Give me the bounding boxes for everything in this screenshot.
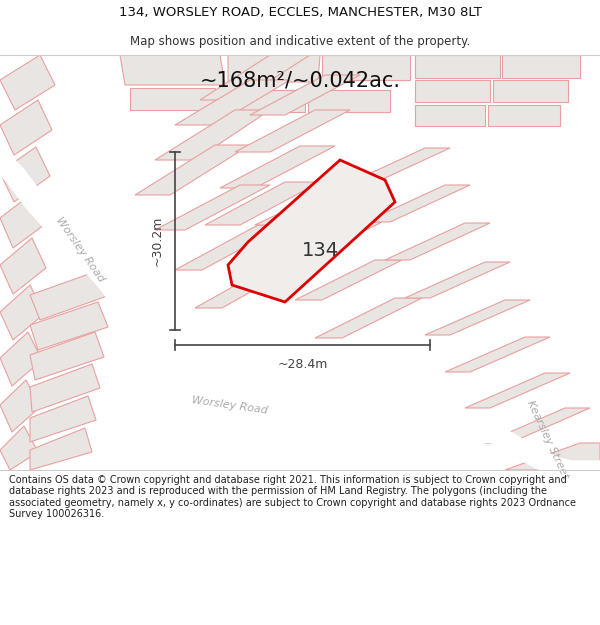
Polygon shape — [315, 298, 422, 338]
Polygon shape — [385, 223, 490, 260]
Polygon shape — [0, 100, 52, 155]
Polygon shape — [0, 238, 46, 294]
Polygon shape — [322, 55, 410, 80]
Polygon shape — [175, 80, 290, 125]
Polygon shape — [30, 396, 96, 442]
Polygon shape — [130, 88, 215, 110]
Text: 134, WORSLEY ROAD, ECCLES, MANCHESTER, M30 8LT: 134, WORSLEY ROAD, ECCLES, MANCHESTER, M… — [119, 6, 481, 19]
Text: Kearsley Street: Kearsley Street — [526, 399, 571, 481]
Polygon shape — [155, 185, 270, 230]
Polygon shape — [0, 380, 40, 432]
Polygon shape — [0, 426, 38, 470]
Polygon shape — [0, 285, 44, 340]
Text: Contains OS data © Crown copyright and database right 2021. This information is : Contains OS data © Crown copyright and d… — [9, 474, 576, 519]
Polygon shape — [308, 90, 390, 112]
Polygon shape — [493, 80, 568, 102]
Polygon shape — [155, 110, 270, 160]
Polygon shape — [345, 148, 450, 185]
Polygon shape — [502, 55, 580, 78]
Polygon shape — [485, 408, 590, 443]
Polygon shape — [30, 428, 92, 470]
Polygon shape — [465, 373, 570, 408]
Polygon shape — [30, 364, 100, 412]
Polygon shape — [30, 302, 108, 350]
Polygon shape — [135, 145, 250, 195]
Polygon shape — [415, 105, 485, 126]
Polygon shape — [250, 75, 360, 115]
Polygon shape — [405, 262, 510, 298]
Polygon shape — [0, 192, 48, 248]
Polygon shape — [195, 263, 302, 308]
Polygon shape — [228, 55, 320, 82]
Polygon shape — [295, 260, 402, 300]
Polygon shape — [228, 160, 395, 302]
Polygon shape — [235, 110, 350, 152]
Polygon shape — [445, 337, 550, 372]
Polygon shape — [425, 300, 530, 335]
Text: 134: 134 — [301, 241, 338, 259]
Polygon shape — [0, 147, 50, 202]
Polygon shape — [120, 55, 225, 85]
Polygon shape — [488, 105, 560, 126]
Polygon shape — [415, 55, 500, 78]
Polygon shape — [30, 270, 110, 320]
Text: Map shows position and indicative extent of the property.: Map shows position and indicative extent… — [130, 35, 470, 48]
Polygon shape — [205, 182, 320, 225]
Polygon shape — [220, 146, 335, 188]
Polygon shape — [255, 185, 365, 225]
Polygon shape — [415, 80, 490, 102]
Text: Worsley Road: Worsley Road — [54, 216, 106, 284]
Polygon shape — [30, 332, 104, 380]
Polygon shape — [505, 443, 600, 470]
Polygon shape — [218, 90, 305, 112]
Text: ~168m²/~0.042ac.: ~168m²/~0.042ac. — [199, 70, 401, 90]
Polygon shape — [275, 222, 382, 262]
Text: Worsley Road: Worsley Road — [191, 395, 269, 415]
Polygon shape — [0, 55, 55, 110]
Polygon shape — [365, 185, 470, 222]
Polygon shape — [175, 225, 285, 270]
Polygon shape — [0, 332, 42, 386]
Polygon shape — [200, 55, 310, 100]
Text: ~30.2m: ~30.2m — [151, 216, 163, 266]
Text: ~28.4m: ~28.4m — [277, 359, 328, 371]
